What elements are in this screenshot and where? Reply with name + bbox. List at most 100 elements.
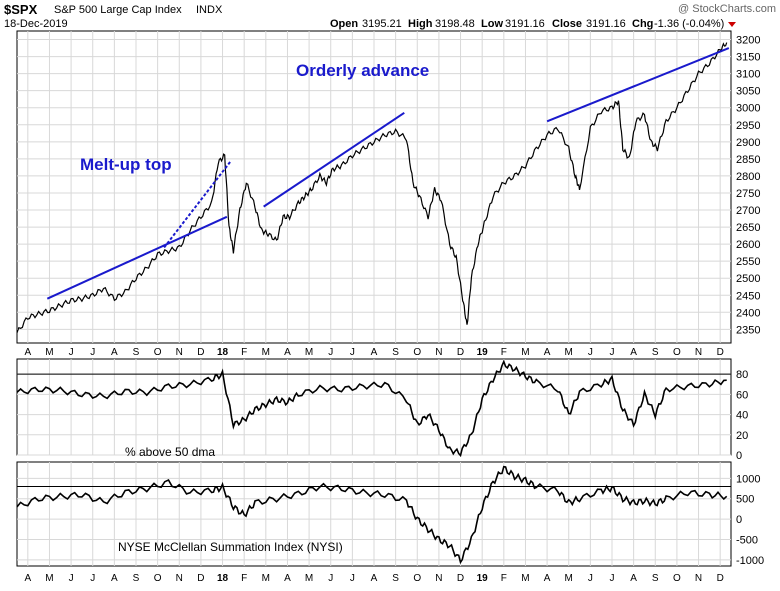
x-tick-label: S bbox=[652, 347, 659, 358]
x-tick-label: S bbox=[392, 573, 399, 584]
nysi-y-tick: -500 bbox=[736, 534, 758, 546]
breadth-y-tick: 40 bbox=[736, 410, 748, 422]
low-label: Low bbox=[481, 18, 503, 30]
x-tick-label: A bbox=[284, 573, 291, 584]
x-tick-label: J bbox=[350, 573, 355, 584]
x-tick-label: M bbox=[262, 573, 270, 584]
open-label: Open bbox=[330, 18, 358, 30]
x-tick-label: J bbox=[90, 573, 95, 584]
breadth-series-line bbox=[16, 359, 727, 458]
x-tick-label: M bbox=[45, 347, 53, 358]
x-tick-label: N bbox=[176, 573, 183, 584]
x-tick-label: M bbox=[45, 573, 53, 584]
x-tick-label: D bbox=[197, 573, 204, 584]
trendline bbox=[263, 112, 405, 208]
x-tick-label: M bbox=[565, 347, 573, 358]
trendline bbox=[163, 159, 232, 249]
x-tick-label: A bbox=[111, 573, 118, 584]
x-tick-label: F bbox=[501, 347, 507, 358]
x-tick-label: A bbox=[371, 573, 378, 584]
x-tick-label: A bbox=[371, 347, 378, 358]
nysi-y-tick: 1000 bbox=[736, 473, 760, 485]
x-tick-label: N bbox=[435, 347, 442, 358]
index-name: S&P 500 Large Cap Index bbox=[54, 4, 182, 16]
x-tick-label: A bbox=[24, 573, 31, 584]
nysi-y-tick: -1000 bbox=[736, 555, 764, 567]
watermark: @ StockCharts.com bbox=[678, 3, 776, 15]
x-tick-label: M bbox=[565, 573, 573, 584]
x-tick-label: S bbox=[652, 573, 659, 584]
price-y-tick: 2750 bbox=[736, 188, 760, 200]
price-y-tick: 2800 bbox=[736, 171, 760, 183]
x-tick-label: D bbox=[197, 347, 204, 358]
x-tick-label: O bbox=[413, 347, 421, 358]
x-tick-label: O bbox=[673, 573, 681, 584]
x-tick-label: M bbox=[521, 347, 529, 358]
x-tick-label: N bbox=[695, 347, 702, 358]
x-tick-label: 19 bbox=[477, 347, 489, 358]
x-tick-label: J bbox=[90, 347, 95, 358]
x-tick-label: S bbox=[133, 347, 140, 358]
x-tick-label: A bbox=[24, 347, 31, 358]
x-tick-label: N bbox=[435, 573, 442, 584]
breadth-caption: % above 50 dma bbox=[125, 445, 215, 459]
price-y-tick: 2400 bbox=[736, 307, 760, 319]
x-tick-label: A bbox=[544, 573, 551, 584]
price-y-tick: 2900 bbox=[736, 137, 760, 149]
price-y-tick: 2600 bbox=[736, 239, 760, 251]
trendline bbox=[46, 215, 228, 300]
nysi-series-line bbox=[16, 465, 728, 565]
x-tick-label: 19 bbox=[477, 573, 489, 584]
open-value: 3195.21 bbox=[362, 18, 402, 30]
x-tick-label: M bbox=[262, 347, 270, 358]
close-label: Close bbox=[552, 18, 582, 30]
nysi-y-tick: 0 bbox=[736, 514, 742, 526]
breadth-y-tick: 80 bbox=[736, 369, 748, 381]
price-y-tick: 2550 bbox=[736, 256, 760, 268]
nysi-y-tick: 500 bbox=[736, 494, 754, 506]
orderly-annotation: Orderly advance bbox=[296, 61, 429, 80]
price-y-tick: 2850 bbox=[736, 154, 760, 166]
exchange: INDX bbox=[196, 4, 223, 16]
x-tick-label: J bbox=[69, 347, 74, 358]
price-y-tick: 3200 bbox=[736, 35, 760, 47]
x-tick-label: M bbox=[305, 347, 313, 358]
price-y-tick: 3100 bbox=[736, 69, 760, 81]
x-tick-label: F bbox=[241, 347, 247, 358]
x-tick-label: D bbox=[717, 573, 724, 584]
x-tick-label: A bbox=[544, 347, 551, 358]
price-series-line bbox=[16, 42, 728, 333]
symbol: $SPX bbox=[4, 2, 38, 17]
x-tick-label: J bbox=[328, 347, 333, 358]
low-value: 3191.16 bbox=[505, 18, 545, 30]
x-tick-label: A bbox=[630, 573, 637, 584]
x-tick-label: S bbox=[392, 347, 399, 358]
x-tick-label: J bbox=[588, 573, 593, 584]
x-tick-label: S bbox=[133, 573, 140, 584]
x-tick-label: F bbox=[501, 573, 507, 584]
x-tick-label: N bbox=[695, 573, 702, 584]
price-y-tick: 2500 bbox=[736, 273, 760, 285]
x-tick-label: N bbox=[176, 347, 183, 358]
x-tick-label: F bbox=[241, 573, 247, 584]
price-y-tick: 2700 bbox=[736, 205, 760, 217]
price-y-tick: 2650 bbox=[736, 222, 760, 234]
x-tick-label: O bbox=[154, 347, 162, 358]
x-tick-label: J bbox=[350, 347, 355, 358]
x-tick-label: M bbox=[521, 573, 529, 584]
price-y-tick: 3150 bbox=[736, 52, 760, 64]
breadth-y-tick: 60 bbox=[736, 389, 748, 401]
x-tick-label: D bbox=[717, 347, 724, 358]
x-tick-label: O bbox=[154, 573, 162, 584]
x-tick-label: O bbox=[673, 347, 681, 358]
x-tick-label: J bbox=[610, 573, 615, 584]
breadth-y-tick: 0 bbox=[736, 450, 742, 462]
price-y-tick: 3000 bbox=[736, 103, 760, 115]
x-tick-label: A bbox=[284, 347, 291, 358]
chg-label: Chg bbox=[632, 18, 653, 30]
price-y-tick: 2350 bbox=[736, 324, 760, 336]
x-tick-label: A bbox=[111, 347, 118, 358]
close-value: 3191.16 bbox=[586, 18, 626, 30]
